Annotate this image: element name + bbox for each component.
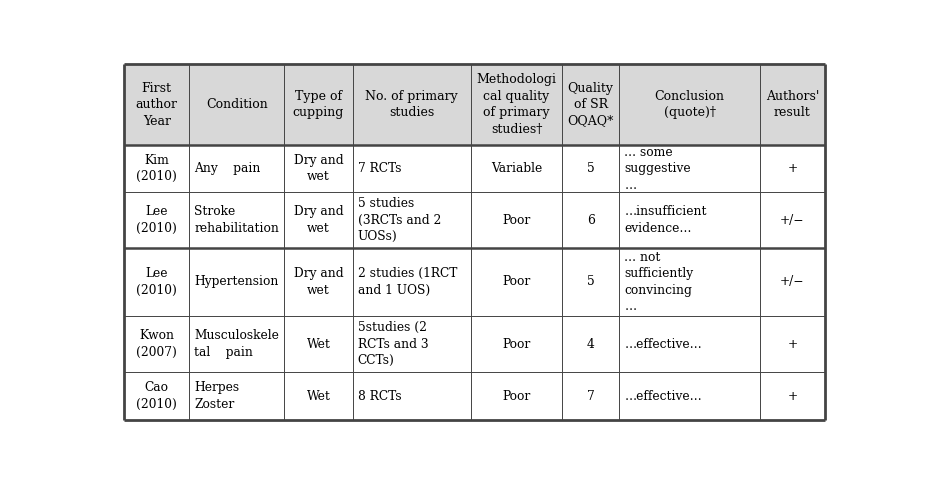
Bar	[124, 192, 825, 248]
Text: Cao
(2010): Cao (2010)	[136, 381, 177, 411]
Text: 6: 6	[587, 214, 594, 227]
Text: Methodologi
cal quality
of primary
studies†: Methodologi cal quality of primary studi…	[477, 73, 557, 136]
Text: Poor: Poor	[502, 275, 531, 288]
Text: 8 RCTs: 8 RCTs	[357, 389, 401, 402]
Text: Dry and
wet: Dry and wet	[294, 267, 344, 297]
Text: Kim
(2010): Kim (2010)	[136, 154, 177, 183]
Text: +: +	[787, 338, 797, 351]
Bar	[124, 373, 825, 420]
Bar	[124, 248, 825, 316]
Text: Lee
(2010): Lee (2010)	[136, 205, 177, 235]
Text: 7 RCTs: 7 RCTs	[357, 162, 401, 175]
Text: …effective…: …effective…	[624, 338, 702, 351]
Text: Conclusion
(quote)†: Conclusion (quote)†	[655, 90, 725, 119]
Text: Type of
cupping: Type of cupping	[293, 90, 344, 119]
Text: Dry and
wet: Dry and wet	[294, 205, 344, 235]
Text: Variable: Variable	[491, 162, 542, 175]
Text: 2 studies (1RCT
and 1 UOS): 2 studies (1RCT and 1 UOS)	[357, 267, 457, 297]
Text: Stroke
rehabilitation: Stroke rehabilitation	[194, 205, 279, 235]
Text: Kwon
(2007): Kwon (2007)	[136, 330, 177, 359]
Text: 5: 5	[587, 275, 594, 288]
Text: … not
sufficiently
convincing
…: … not sufficiently convincing …	[624, 251, 694, 313]
Text: Hypertension: Hypertension	[194, 275, 279, 288]
Text: +: +	[787, 162, 797, 175]
Text: 5: 5	[587, 162, 594, 175]
Text: 7: 7	[587, 389, 594, 402]
Text: +/−: +/−	[781, 275, 805, 288]
Text: Poor: Poor	[502, 214, 531, 227]
Bar	[124, 316, 825, 373]
Text: Musculoskele
tal    pain: Musculoskele tal pain	[194, 330, 279, 359]
Text: … some
suggestive
…: … some suggestive …	[624, 146, 691, 192]
Text: +: +	[787, 389, 797, 402]
Text: Condition: Condition	[206, 98, 268, 111]
Text: Wet: Wet	[307, 389, 331, 402]
Bar	[124, 64, 825, 145]
Text: Wet: Wet	[307, 338, 331, 351]
Text: First
author
Year: First author Year	[136, 81, 178, 127]
Text: Herpes
Zoster: Herpes Zoster	[194, 381, 239, 411]
Text: …insufficient
evidence…: …insufficient evidence…	[624, 205, 707, 235]
Text: Poor: Poor	[502, 389, 531, 402]
Text: 4: 4	[587, 338, 594, 351]
Text: Any    pain: Any pain	[194, 162, 260, 175]
Text: 5studies (2
RCTs and 3
CCTs): 5studies (2 RCTs and 3 CCTs)	[357, 321, 429, 367]
Text: Authors'
result: Authors' result	[766, 90, 820, 119]
Text: Dry and
wet: Dry and wet	[294, 154, 344, 183]
Text: +/−: +/−	[781, 214, 805, 227]
Text: Quality
of SR
OQAQ*: Quality of SR OQAQ*	[568, 81, 614, 127]
Text: 5 studies
(3RCTs and 2
UOSs): 5 studies (3RCTs and 2 UOSs)	[357, 197, 441, 243]
Text: …effective…: …effective…	[624, 389, 702, 402]
Text: Poor: Poor	[502, 338, 531, 351]
Bar	[124, 145, 825, 192]
Text: No. of primary
studies: No. of primary studies	[366, 90, 458, 119]
Text: Lee
(2010): Lee (2010)	[136, 267, 177, 297]
